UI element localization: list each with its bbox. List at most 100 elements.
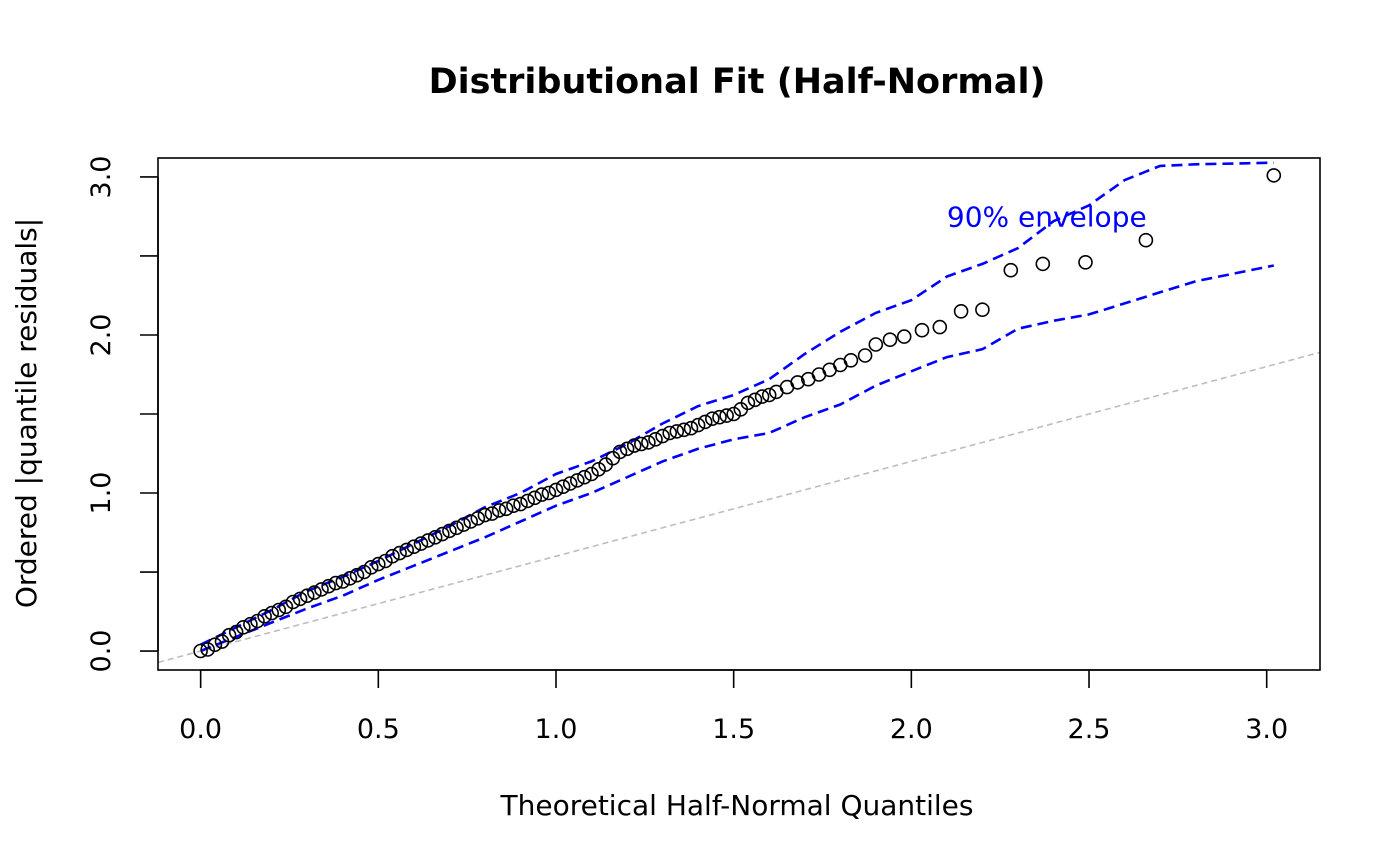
data-point	[250, 613, 265, 629]
reference-layer	[158, 351, 1320, 664]
data-point	[569, 473, 585, 488]
data-point	[726, 406, 742, 422]
data-point	[406, 539, 422, 555]
data-point	[541, 485, 557, 501]
y-tick-label: 2.0	[86, 314, 117, 357]
data-point	[271, 602, 287, 618]
data-point	[335, 574, 351, 589]
data-point	[719, 408, 734, 423]
y-tick-label: 1.0	[86, 472, 117, 515]
data-point	[975, 302, 990, 318]
data-point	[527, 490, 543, 506]
data-point	[236, 619, 251, 635]
x-tick-label: 3.0	[1245, 714, 1288, 745]
data-point	[633, 436, 649, 452]
data-point	[449, 520, 464, 536]
data-point	[712, 409, 727, 425]
data-point	[619, 441, 635, 457]
reference-line	[158, 351, 1320, 664]
data-point	[328, 575, 344, 591]
data-point	[697, 414, 713, 430]
data-point	[953, 303, 969, 319]
data-point	[427, 529, 443, 545]
data-point	[378, 553, 393, 569]
data-point	[498, 501, 514, 517]
data-point	[434, 526, 450, 542]
data-point	[612, 444, 628, 460]
data-point	[520, 493, 535, 509]
y-tick-label: 0.0	[86, 630, 117, 673]
data-point	[754, 389, 770, 404]
data-point	[349, 567, 365, 583]
data-point	[1035, 256, 1051, 272]
chart-title: Distributional Fit (Half-Normal)	[429, 62, 1046, 102]
data-point	[1003, 262, 1019, 278]
data-point	[278, 599, 294, 615]
data-point	[221, 627, 237, 643]
data-point	[321, 578, 336, 594]
data-point	[548, 482, 564, 498]
data-point	[1078, 254, 1093, 270]
data-point	[591, 461, 606, 477]
data-point	[506, 498, 521, 514]
data-point	[534, 487, 550, 502]
y-axis: 0.0 1.0 2.0 3.0	[86, 156, 159, 673]
data-point	[513, 496, 528, 512]
data-point	[868, 337, 884, 352]
data-point	[584, 466, 599, 482]
data-point	[491, 503, 507, 518]
x-tick-label: 2.5	[1068, 714, 1111, 745]
data-point	[704, 411, 720, 427]
data-point	[385, 548, 400, 564]
x-tick-label: 0.5	[357, 714, 400, 745]
data-point	[228, 624, 244, 640]
data-point	[207, 637, 223, 653]
x-tick-label: 1.0	[535, 714, 578, 745]
data-point	[896, 329, 912, 344]
data-point	[669, 424, 685, 439]
data-point	[843, 352, 859, 368]
data-point	[626, 438, 642, 453]
x-axis-label: Theoretical Half-Normal Quantiles	[500, 789, 974, 822]
data-point	[257, 608, 272, 624]
data-point	[399, 542, 415, 558]
envelope-annotation: 90% envelope	[947, 200, 1147, 233]
envelope-lower-line	[200, 264, 1275, 653]
data-point	[648, 431, 663, 447]
data-point	[857, 348, 873, 363]
data-point	[392, 545, 407, 561]
data-point	[676, 422, 692, 438]
data-point	[470, 510, 486, 526]
data-point	[243, 616, 258, 632]
data-point	[1138, 232, 1154, 248]
data-point	[370, 556, 386, 572]
data-point	[356, 564, 372, 580]
x-tick-label: 0.0	[179, 714, 222, 745]
data-point	[740, 395, 756, 411]
data-point	[307, 585, 322, 600]
data-point	[914, 322, 930, 338]
data-point	[1266, 168, 1282, 183]
data-point	[577, 469, 592, 485]
data-point	[690, 417, 706, 433]
data-point	[193, 643, 208, 659]
data-point	[662, 425, 678, 441]
data-point	[747, 392, 763, 408]
data-point	[264, 605, 280, 621]
data-point	[477, 507, 493, 523]
data-point	[363, 559, 379, 575]
data-point	[442, 523, 457, 539]
x-tick-label: 1.5	[712, 714, 755, 745]
data-point	[562, 476, 578, 491]
data-point	[484, 506, 500, 521]
points-layer	[193, 168, 1282, 659]
plot-frame	[157, 157, 1321, 671]
data-point	[790, 375, 805, 390]
data-point	[413, 536, 429, 551]
x-tick-label: 2.0	[890, 714, 933, 745]
data-point	[641, 435, 656, 450]
data-point	[456, 517, 471, 532]
data-point	[285, 594, 301, 610]
data-point	[932, 319, 948, 335]
